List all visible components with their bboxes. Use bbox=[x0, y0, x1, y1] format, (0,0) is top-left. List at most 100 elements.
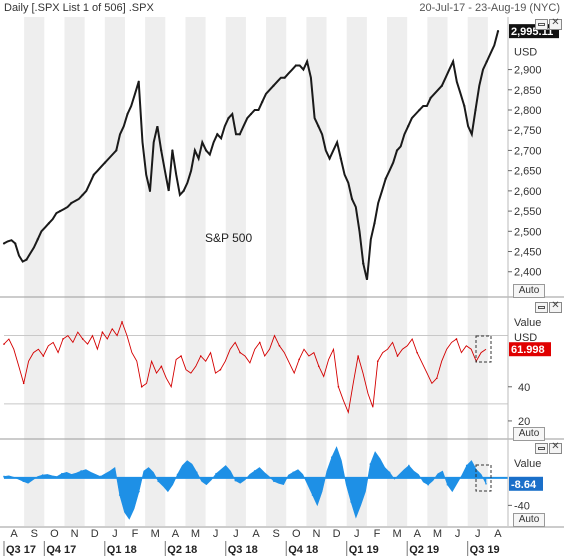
month-tick-label: F bbox=[374, 528, 381, 540]
oscillator-current-badge bbox=[509, 342, 551, 357]
oscillator-line bbox=[3, 320, 487, 415]
month-shade-band bbox=[346, 17, 367, 526]
price-point bbox=[350, 197, 354, 201]
price-point bbox=[249, 112, 253, 116]
price-tick-label: 2,500 bbox=[514, 226, 542, 238]
price-unit-label: USD bbox=[514, 46, 537, 58]
price-panel-minimize-icon[interactable] bbox=[535, 19, 548, 30]
month-shade-band bbox=[225, 17, 246, 526]
month-tick-label: D bbox=[333, 528, 341, 540]
month-tick-label: S bbox=[272, 528, 279, 540]
histogram-header-label: Value bbox=[514, 458, 541, 470]
price-point bbox=[14, 242, 17, 245]
histogram-area bbox=[3, 446, 487, 520]
oscillator-point bbox=[62, 338, 64, 340]
price-tick-label: 2,650 bbox=[514, 166, 542, 178]
month-tick-label: F bbox=[132, 528, 139, 540]
histogram-panel-minimize-icon[interactable] bbox=[535, 443, 548, 454]
month-tick-label: A bbox=[172, 528, 180, 540]
histogram-panel-close-icon[interactable]: ✕ bbox=[549, 441, 562, 454]
oscillator-header-label: Value bbox=[514, 317, 541, 329]
quarter-tick-label: Q3 17 bbox=[6, 544, 36, 556]
oscillator-point bbox=[121, 321, 123, 323]
chart-instrument-title: Daily [.SPX List 1 of 506] .SPX bbox=[4, 2, 154, 14]
price-point bbox=[317, 125, 320, 128]
price-point bbox=[418, 108, 421, 112]
oscillator-point bbox=[317, 365, 320, 368]
price-point bbox=[103, 161, 107, 164]
price-point bbox=[306, 60, 309, 63]
price-point bbox=[137, 80, 140, 83]
histogram-point bbox=[41, 474, 44, 476]
histogram-point bbox=[234, 479, 237, 482]
oscillator-point bbox=[140, 385, 143, 388]
price-point bbox=[384, 177, 387, 180]
oscillator-point bbox=[180, 355, 182, 357]
price-annotation: S&P 500 bbox=[205, 231, 252, 245]
month-tick-label: M bbox=[433, 528, 442, 540]
month-shade-band bbox=[266, 17, 287, 526]
histogram-point bbox=[369, 463, 372, 465]
oscillator-point bbox=[199, 355, 202, 357]
month-tick-label: A bbox=[252, 528, 260, 540]
month-tick-label: S bbox=[31, 528, 38, 540]
month-tick-label: N bbox=[71, 528, 79, 540]
histogram-point bbox=[118, 494, 121, 496]
month-shade-band bbox=[24, 17, 45, 526]
price-point bbox=[182, 189, 185, 192]
oscillator-point bbox=[22, 382, 25, 385]
month-shade-band bbox=[306, 17, 327, 526]
oscillator-point bbox=[298, 358, 300, 361]
price-tick-label: 2,850 bbox=[514, 85, 542, 97]
price-point bbox=[70, 201, 73, 205]
month-tick-label: A bbox=[494, 528, 502, 540]
price-panel-close-icon[interactable]: ✕ bbox=[549, 17, 562, 30]
month-tick-label: O bbox=[50, 528, 59, 540]
quarter-tick-label: Q2 19 bbox=[409, 544, 439, 556]
price-point bbox=[171, 149, 174, 152]
month-shade-band bbox=[427, 17, 448, 526]
price-auto-scale-button[interactable]: Auto bbox=[513, 284, 545, 298]
month-tick-label: D bbox=[91, 528, 99, 540]
quarter-tick-label: Q2 18 bbox=[167, 544, 197, 556]
histogram-auto-scale-button[interactable]: Auto bbox=[513, 513, 545, 527]
histogram-point bbox=[138, 490, 140, 493]
price-point bbox=[59, 209, 62, 213]
oscillator-auto-scale-button[interactable]: Auto bbox=[513, 427, 545, 441]
month-tick-label: A bbox=[10, 528, 18, 540]
oscillator-panel-close-icon[interactable]: ✕ bbox=[549, 300, 562, 313]
month-shade-band bbox=[185, 17, 206, 526]
oscillator-point bbox=[81, 338, 84, 340]
chart-title-bar: Daily [.SPX List 1 of 506] .SPX 20-Jul-1… bbox=[0, 0, 564, 16]
quarter-tick-label: Q1 19 bbox=[349, 544, 379, 556]
histogram-point bbox=[427, 483, 429, 486]
price-point bbox=[36, 238, 39, 241]
oscillator-current-value: 61.998 bbox=[511, 344, 545, 356]
price-tick-label: 2,400 bbox=[514, 267, 542, 279]
oscillator-point bbox=[3, 343, 5, 345]
month-tick-label: O bbox=[292, 528, 301, 540]
oscillator-point bbox=[42, 355, 45, 357]
month-tick-label: J bbox=[213, 528, 219, 540]
quarter-tick-label: Q4 17 bbox=[46, 544, 76, 556]
month-tick-label: M bbox=[393, 528, 402, 540]
month-tick-label: J bbox=[354, 528, 360, 540]
month-shade-band bbox=[145, 17, 166, 526]
histogram-current-badge bbox=[509, 476, 543, 491]
histogram-point bbox=[408, 464, 410, 467]
price-tick-label: 2,900 bbox=[514, 65, 542, 77]
oscillator-point bbox=[101, 331, 104, 333]
price-point bbox=[148, 189, 152, 192]
oscillator-panel-minimize-icon[interactable] bbox=[535, 302, 548, 313]
month-shade-band bbox=[387, 17, 408, 526]
price-point bbox=[362, 262, 365, 265]
price-point bbox=[451, 60, 455, 63]
histogram-point bbox=[176, 473, 179, 476]
month-tick-label: J bbox=[233, 528, 239, 540]
price-point bbox=[25, 258, 28, 261]
price-point bbox=[160, 149, 163, 152]
price-point bbox=[272, 84, 275, 87]
price-point bbox=[485, 60, 488, 63]
price-tick-label: 2,800 bbox=[514, 105, 542, 117]
